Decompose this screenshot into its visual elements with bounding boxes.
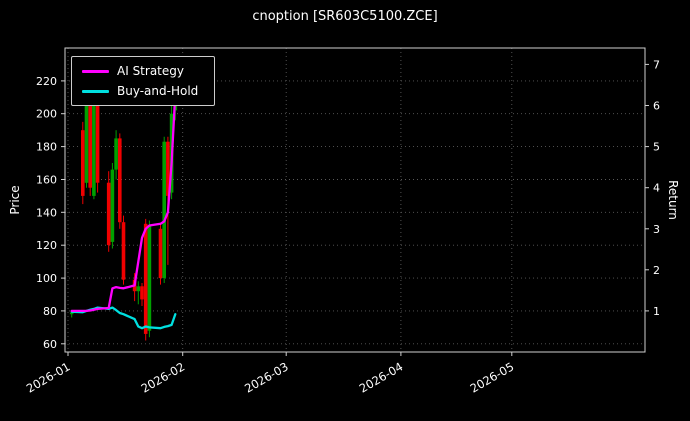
candle-body-down bbox=[95, 105, 100, 183]
right-tick-label: 2 bbox=[653, 264, 660, 277]
candle-body-down bbox=[118, 138, 122, 223]
legend-label-ai-strategy: AI Strategy bbox=[117, 64, 184, 78]
candle-body-down bbox=[143, 223, 148, 334]
candle-body-down bbox=[140, 286, 144, 300]
x-tick-label: 2026-04 bbox=[357, 359, 406, 395]
candle-body-down bbox=[158, 228, 163, 279]
right-axis-label: Return bbox=[666, 180, 680, 220]
left-tick-label: 220 bbox=[36, 75, 57, 88]
left-tick-label: 100 bbox=[36, 272, 57, 285]
left-axis-label: Price bbox=[8, 185, 22, 215]
legend-label-buy-and-hold: Buy-and-Hold bbox=[117, 84, 199, 98]
ai-strategy-line bbox=[70, 92, 177, 313]
x-tick-label: 2026-02 bbox=[139, 359, 188, 395]
left-tick-label: 160 bbox=[36, 174, 57, 187]
right-tick-label: 7 bbox=[653, 58, 660, 71]
right-tick-label: 1 bbox=[653, 305, 660, 318]
candle-body-down bbox=[88, 89, 92, 188]
candle-body-up bbox=[110, 169, 115, 242]
x-tick-label: 2026-05 bbox=[468, 359, 517, 395]
candle-body-down bbox=[81, 130, 85, 196]
candle-body-up bbox=[69, 312, 74, 315]
left-tick-label: 140 bbox=[36, 206, 57, 219]
ai-strategy-line-swatch bbox=[82, 69, 109, 73]
candle-body-up bbox=[92, 100, 96, 196]
candle-body-up bbox=[84, 84, 89, 183]
candle-body-up bbox=[114, 138, 118, 170]
right-tick-label: 6 bbox=[653, 100, 660, 113]
left-tick-label: 200 bbox=[36, 108, 57, 121]
right-tick-label: 4 bbox=[653, 182, 660, 195]
left-tick-label: 180 bbox=[36, 141, 57, 154]
left-tick-label: 60 bbox=[43, 338, 57, 351]
candle-body-up bbox=[136, 286, 141, 292]
candle-body-down bbox=[121, 222, 126, 280]
left-tick-label: 120 bbox=[36, 239, 57, 252]
x-tick-label: 2026-01 bbox=[24, 359, 73, 395]
candle-body-down bbox=[166, 141, 170, 196]
right-tick-label: 3 bbox=[653, 223, 660, 236]
candle-body-up bbox=[147, 225, 152, 331]
chart-title: cnoption [SR603C5100.ZCE] bbox=[252, 9, 438, 24]
legend-item-ai-strategy: AI Strategy bbox=[82, 65, 198, 77]
candle-body-up bbox=[162, 141, 166, 279]
buy-and-hold-line-swatch bbox=[82, 89, 109, 93]
candle-body-down bbox=[106, 182, 111, 246]
legend: AI Strategy Buy-and-Hold bbox=[71, 56, 216, 106]
x-tick-label: 2026-03 bbox=[242, 359, 291, 395]
left-tick-label: 80 bbox=[43, 305, 57, 318]
right-tick-label: 5 bbox=[653, 141, 660, 154]
plot-frame bbox=[64, 47, 646, 353]
legend-item-buy-and-hold: Buy-and-Hold bbox=[82, 85, 198, 97]
